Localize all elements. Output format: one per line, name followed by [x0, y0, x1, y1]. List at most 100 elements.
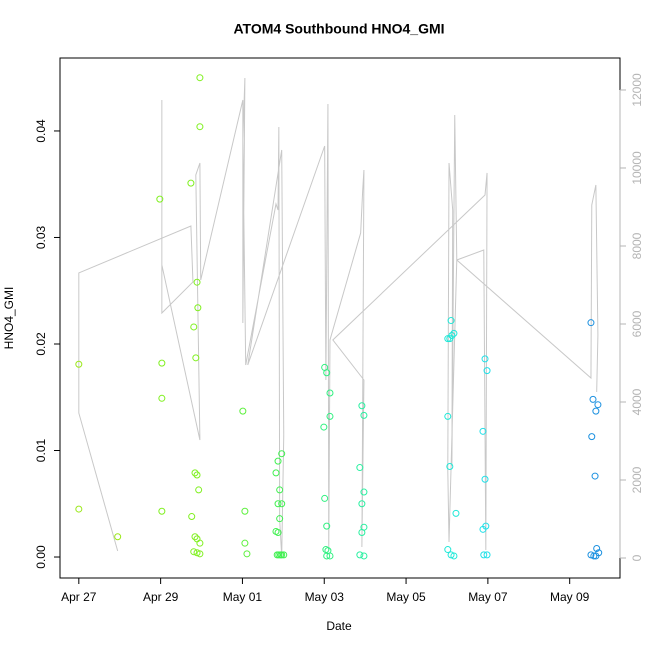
- point: [589, 395, 597, 403]
- point: [193, 278, 201, 286]
- point: [114, 533, 122, 541]
- point: [323, 552, 331, 560]
- point: [592, 552, 600, 560]
- y-tick-label: 0.02: [34, 332, 48, 356]
- point: [158, 359, 166, 367]
- point: [278, 551, 286, 559]
- x-tick-label: Apr 29: [143, 590, 179, 604]
- x-tick-label: May 09: [550, 590, 590, 604]
- chart-title: ATOM4 Southbound HNO4_GMI: [233, 21, 444, 37]
- point: [195, 486, 203, 494]
- point: [483, 367, 491, 375]
- point: [450, 552, 458, 560]
- x-axis-label: Date: [326, 619, 352, 633]
- point: [196, 539, 204, 547]
- point: [479, 427, 487, 435]
- y2-tick-label: 12000: [630, 73, 644, 107]
- point: [590, 552, 598, 560]
- point: [274, 500, 282, 508]
- point: [593, 544, 601, 552]
- point: [191, 533, 199, 541]
- point: [444, 412, 452, 420]
- point: [479, 525, 487, 533]
- point: [360, 552, 368, 560]
- point: [278, 500, 286, 508]
- point: [450, 329, 458, 337]
- point: [188, 513, 196, 521]
- point: [191, 469, 199, 477]
- x-tick-label: Apr 27: [61, 590, 97, 604]
- point: [360, 411, 368, 419]
- point: [187, 179, 195, 187]
- y2-tick-label: 8000: [630, 232, 644, 259]
- y2-tick-label: 2000: [630, 466, 644, 493]
- y2-tick-label: 4000: [630, 388, 644, 415]
- point: [280, 551, 288, 559]
- altitude-line: [78, 77, 599, 557]
- point: [156, 195, 164, 203]
- point: [196, 550, 204, 558]
- point: [588, 433, 596, 441]
- point: [190, 548, 198, 556]
- point: [447, 317, 455, 325]
- point: [358, 402, 366, 410]
- point: [356, 551, 364, 559]
- point: [483, 551, 491, 559]
- point: [241, 507, 249, 515]
- point: [356, 464, 364, 472]
- point: [192, 354, 200, 362]
- point: [594, 401, 602, 409]
- point: [446, 335, 454, 343]
- y-axis-label: HNO4_GMI: [2, 287, 16, 350]
- point: [272, 469, 280, 477]
- point: [276, 515, 284, 523]
- y2-tick-label: 10000: [630, 151, 644, 185]
- point: [196, 123, 204, 131]
- x-tick-label: May 03: [305, 590, 345, 604]
- point: [326, 389, 334, 397]
- point: [320, 423, 328, 431]
- point: [193, 471, 201, 479]
- point: [190, 323, 198, 331]
- point: [274, 457, 282, 465]
- point: [358, 529, 366, 537]
- x-tick-label: May 01: [223, 590, 263, 604]
- point: [444, 546, 452, 554]
- y2-tick-label: 6000: [630, 310, 644, 337]
- point: [196, 74, 204, 82]
- point: [592, 407, 600, 415]
- point: [481, 475, 489, 483]
- point: [591, 472, 599, 480]
- point: [323, 522, 331, 530]
- point: [75, 360, 83, 368]
- y-tick-label: 0.01: [34, 439, 48, 463]
- point: [75, 505, 83, 513]
- point: [446, 462, 454, 470]
- point: [158, 394, 166, 402]
- point: [241, 539, 249, 547]
- point: [360, 488, 368, 496]
- point: [323, 369, 331, 377]
- point: [243, 550, 251, 558]
- point: [326, 412, 334, 420]
- point: [274, 529, 282, 537]
- point: [587, 319, 595, 327]
- point: [321, 494, 329, 502]
- plot-frame: [59, 57, 621, 579]
- y-tick-label: 0.00: [34, 545, 48, 569]
- point: [444, 335, 452, 343]
- point: [278, 450, 286, 458]
- point: [194, 304, 202, 312]
- point: [158, 507, 166, 515]
- x-tick-label: May 07: [468, 590, 508, 604]
- point: [239, 407, 247, 415]
- y2-tick-label: 0: [630, 554, 644, 561]
- point: [276, 486, 284, 494]
- point: [452, 509, 460, 517]
- point: [480, 551, 488, 559]
- point: [326, 552, 334, 560]
- point: [358, 500, 366, 508]
- y-tick-label: 0.03: [34, 225, 48, 249]
- point: [481, 355, 489, 363]
